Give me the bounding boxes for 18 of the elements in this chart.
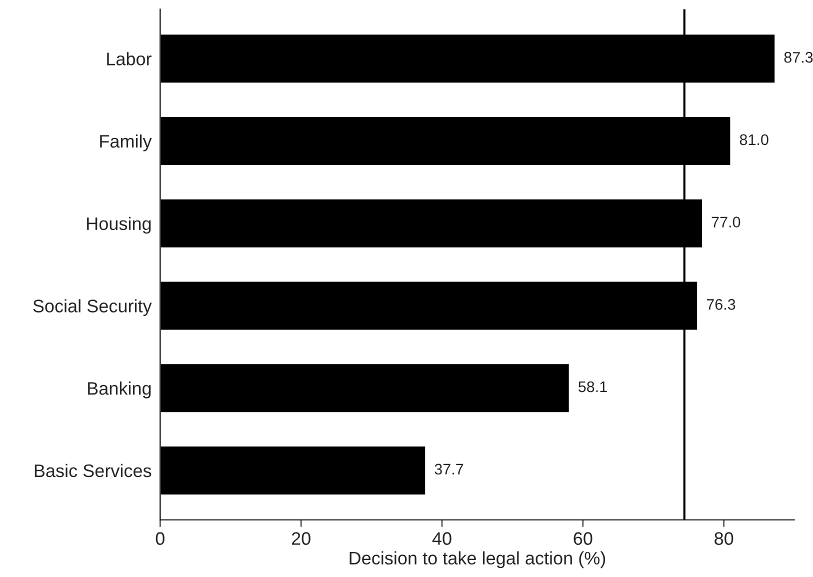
x-tick-label: 40: [432, 532, 452, 545]
data-label: 81.0: [740, 134, 768, 146]
data-label: 77.0: [712, 216, 740, 228]
y-tick-label: Social Security: [33, 299, 152, 316]
data-label: 87.3: [784, 52, 813, 63]
data-label: 58.1: [578, 381, 607, 392]
x-tick-label: 20: [292, 532, 310, 545]
y-tick-label: Labor: [107, 52, 152, 66]
x-axis-title: Decision to take legal action (%): [350, 551, 606, 568]
x-tick-label: 0: [156, 532, 164, 545]
y-tick-label: Basic Services: [34, 464, 152, 478]
x-tick-label: 60: [574, 532, 592, 545]
y-tick-label: Family: [100, 134, 152, 152]
x-tick-label: 80: [714, 532, 734, 545]
y-tick-label: Housing: [87, 216, 151, 234]
data-label: 37.7: [434, 464, 464, 475]
y-tick-label: Banking: [88, 382, 151, 398]
data-label: 76.3: [706, 299, 736, 310]
